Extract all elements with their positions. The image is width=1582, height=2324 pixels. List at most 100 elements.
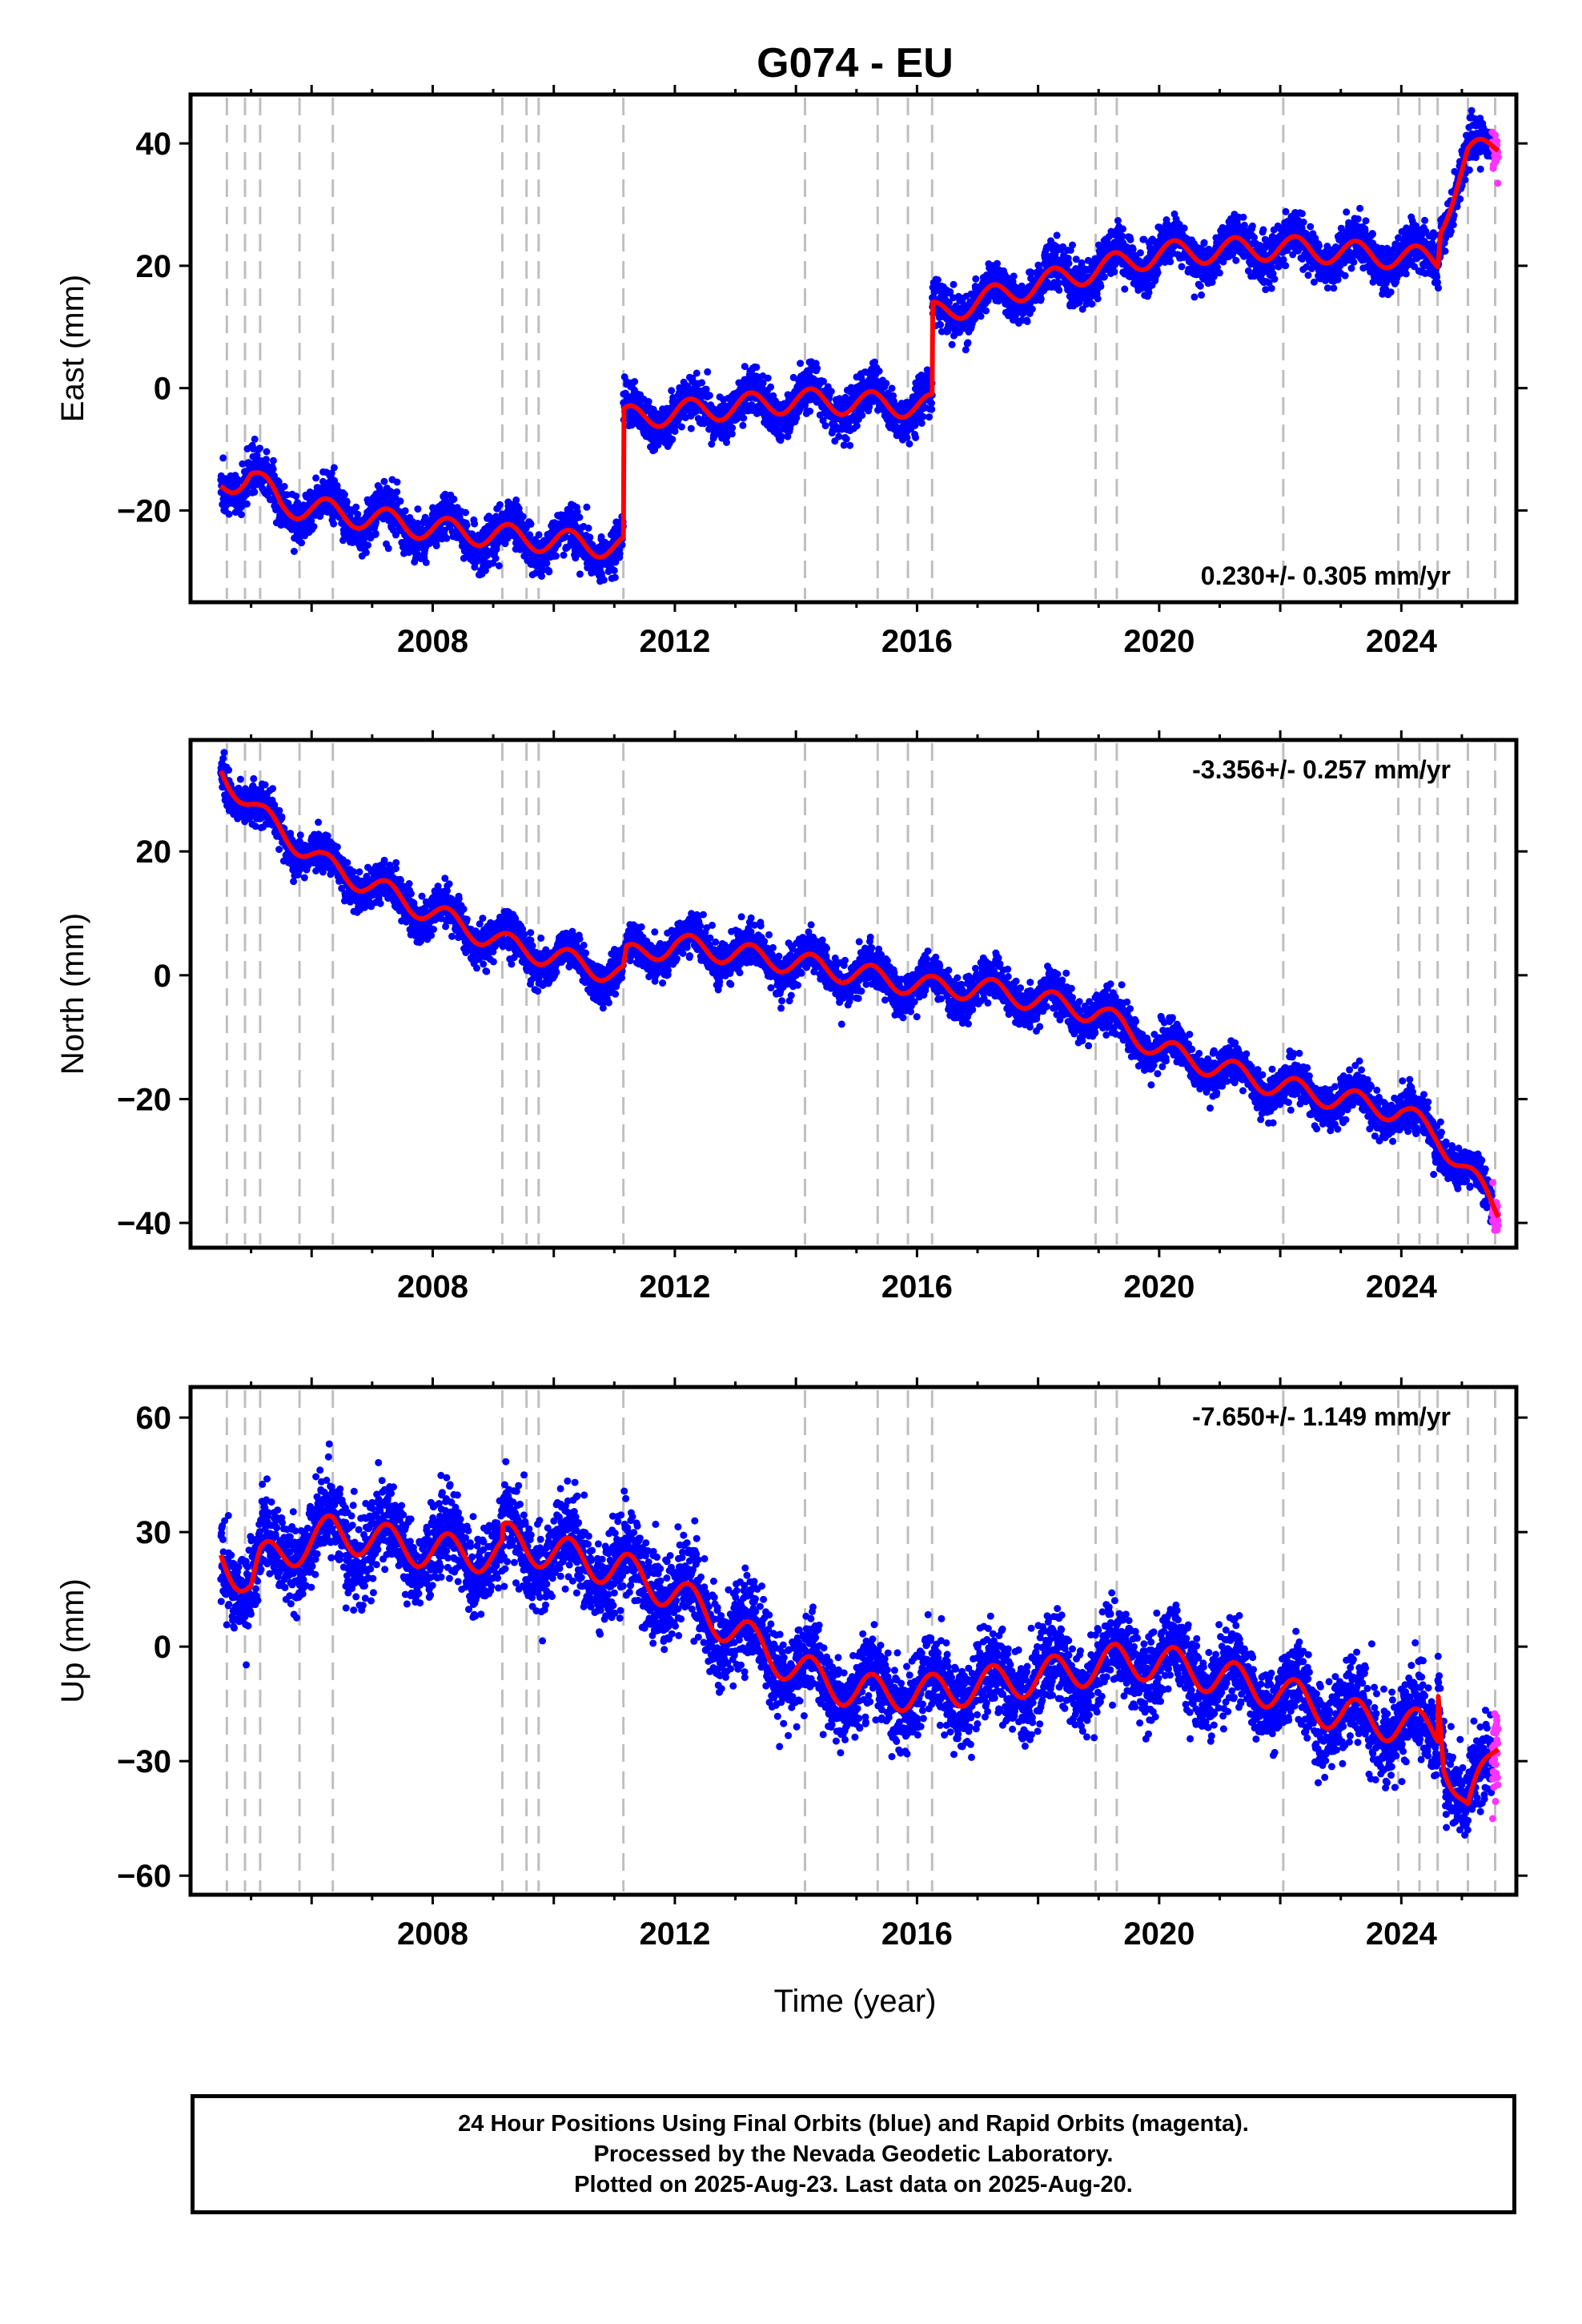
final-orbit-point [251, 435, 259, 443]
final-orbit-point [496, 501, 504, 509]
final-orbit-point [813, 364, 821, 372]
final-orbit-point [396, 497, 404, 505]
final-orbit-point [739, 421, 747, 429]
final-orbit-point [527, 521, 535, 528]
final-orbit-point [1094, 295, 1102, 303]
final-orbit-point [1267, 284, 1275, 292]
final-orbit-point [934, 276, 942, 283]
final-orbit-point [312, 474, 320, 482]
final-orbit-point [1119, 225, 1126, 233]
final-orbit-point [1053, 231, 1061, 239]
final-orbit-point [1196, 282, 1204, 290]
final-orbit-point [835, 432, 843, 440]
final-orbit-point [917, 420, 926, 427]
final-orbit-point [1126, 235, 1134, 243]
final-orbit-point [753, 364, 761, 372]
final-orbit-point [219, 454, 227, 462]
final-orbit-point [1145, 288, 1153, 296]
final-orbit-point [764, 374, 772, 382]
final-orbit-point [1200, 239, 1208, 247]
final-orbit-point [1271, 275, 1279, 283]
final-orbit-point [352, 503, 360, 511]
final-orbit-point [583, 503, 591, 511]
final-orbit-point [1178, 263, 1186, 271]
final-orbit-point [928, 405, 936, 413]
observation-dots-east [217, 107, 1502, 585]
final-orbit-point [972, 275, 980, 283]
final-orbit-point [1180, 224, 1188, 232]
final-orbit-point [552, 552, 560, 560]
final-orbit-point [1240, 221, 1248, 229]
final-orbit-point [280, 483, 288, 490]
final-orbit-point [414, 505, 422, 513]
final-orbit-point [705, 392, 713, 400]
final-orbit-point [263, 448, 271, 456]
final-orbit-point [362, 549, 370, 557]
final-orbit-point [492, 554, 500, 562]
final-orbit-point [1248, 222, 1256, 230]
final-orbit-point [1055, 286, 1063, 294]
final-orbit-point [644, 398, 652, 405]
final-orbit-point [903, 433, 911, 441]
final-orbit-point [1191, 293, 1199, 301]
final-orbit-point [821, 422, 829, 430]
final-orbit-point [1069, 241, 1076, 249]
final-orbit-point [964, 339, 972, 347]
final-orbit-point [243, 490, 251, 498]
final-orbit-point [364, 541, 371, 549]
final-orbit-point [926, 413, 934, 421]
final-orbit-point [462, 509, 469, 517]
final-orbit-point [729, 424, 737, 432]
final-orbit-point [1262, 286, 1270, 294]
final-orbit-point [586, 533, 594, 541]
final-orbit-point [858, 412, 866, 420]
final-orbit-point [882, 380, 890, 388]
final-orbit-point [668, 387, 676, 395]
final-orbit-point [905, 440, 913, 448]
final-orbit-point [1121, 285, 1129, 293]
final-orbit-point [292, 493, 300, 501]
final-orbit-point [1154, 269, 1162, 276]
final-orbit-point [982, 307, 990, 315]
final-orbit-point [330, 464, 338, 472]
final-orbit-point [950, 280, 958, 288]
final-orbit-point [687, 424, 695, 432]
final-orbit-point [343, 498, 351, 506]
final-orbit-point [1118, 232, 1126, 240]
final-orbit-point [354, 510, 362, 518]
final-orbit-point [610, 566, 618, 574]
final-orbit-point [262, 456, 270, 464]
final-orbit-point [576, 570, 584, 578]
final-orbit-point [669, 436, 677, 444]
final-orbit-point [962, 346, 970, 354]
final-orbit-point [545, 568, 553, 576]
final-orbit-point [269, 456, 277, 464]
final-orbit-point [519, 513, 527, 521]
final-orbit-point [310, 523, 318, 530]
final-orbit-point [704, 368, 712, 376]
final-orbit-point [797, 360, 805, 368]
final-orbit-point [875, 367, 883, 375]
final-orbit-point [512, 496, 520, 504]
final-orbit-point [298, 539, 306, 547]
final-orbit-point [1037, 295, 1045, 303]
final-orbit-point [740, 414, 748, 422]
final-orbit-point [846, 441, 854, 449]
final-orbit-point [450, 495, 458, 503]
final-orbit-point [1166, 258, 1174, 266]
final-orbit-point [576, 513, 584, 521]
final-orbit-point [543, 559, 551, 567]
final-orbit-point [1114, 217, 1122, 224]
final-orbit-point [256, 444, 263, 452]
final-orbit-point [919, 412, 927, 420]
final-orbit-point [340, 491, 348, 498]
final-orbit-point [827, 388, 835, 396]
final-orbit-point [677, 423, 685, 431]
final-orbit-point [1232, 256, 1240, 264]
final-orbit-point [1097, 283, 1105, 291]
final-orbit-point [401, 507, 409, 515]
final-orbit-point [495, 562, 503, 569]
final-orbit-point [611, 573, 619, 581]
